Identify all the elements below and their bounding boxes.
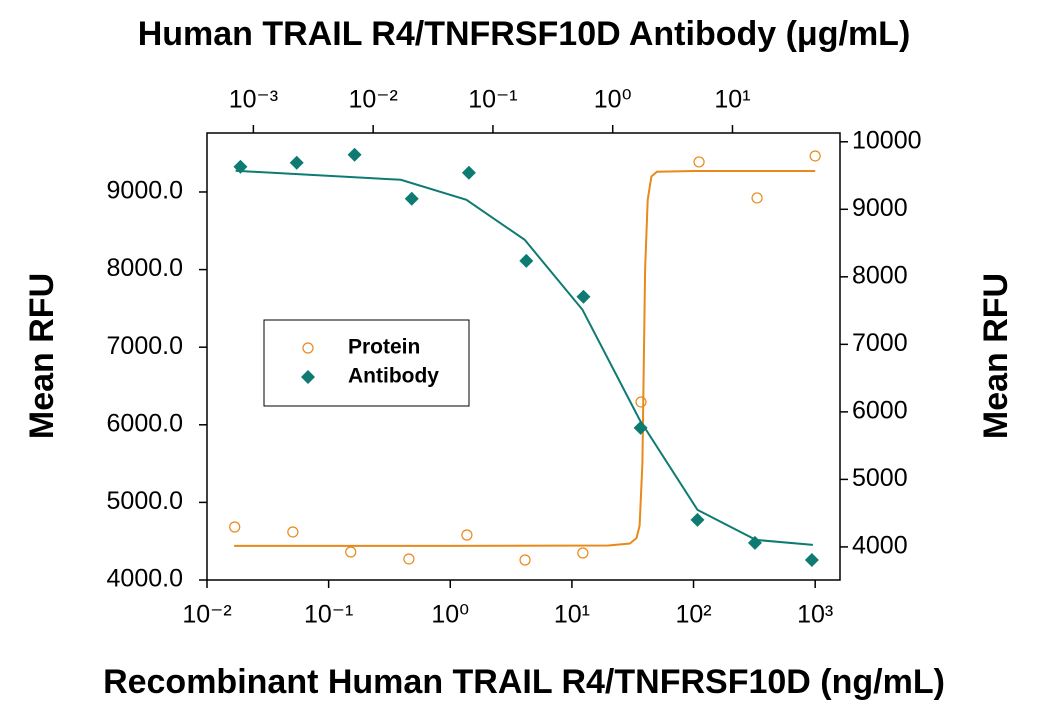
x2-tick-label: 10⁻² [348,86,397,114]
x-tick-label: 10³ [797,601,833,629]
x-tick-label: 10⁰ [431,601,469,629]
legend-marker [301,370,315,384]
antibody-point [233,159,248,174]
antibody-point [519,253,534,268]
plot-frame [206,132,841,581]
x-axis-title: Recombinant Human TRAIL R4/TNFRSF10D (ng… [103,663,945,701]
y-tick-label: 9000.0 [107,177,183,205]
antibody-point [690,512,705,527]
protein-point [809,150,821,162]
antibody-point [289,155,304,170]
legend-box [263,319,470,407]
protein-point [287,526,299,538]
protein-point [635,396,647,408]
y-tick-label: 5000.0 [107,487,183,515]
protein-point [345,546,357,558]
y2-axis-title: Mean RFU [977,273,1015,439]
y2-tick-label: 6000 [852,396,908,424]
legend-label: Protein [348,336,420,359]
x-tick-label: 10⁻² [182,601,231,629]
top-axis-title: Human TRAIL R4/TNFRSF10D Antibody (μg/mL… [138,15,911,53]
x2-tick-label: 10⁻¹ [468,86,517,114]
x-tick-label: 10¹ [554,601,590,629]
protein-point [577,547,589,559]
y-tick-label: 4000.0 [107,565,183,593]
legend-marker [302,342,314,354]
y-tick-label: 6000.0 [107,409,183,437]
y-axis-title: Mean RFU [23,273,61,439]
x2-tick-label: 10⁻³ [229,86,278,114]
x-tick-label: 10⁻¹ [304,601,353,629]
antibody-point [461,165,476,180]
protein-point [519,554,531,566]
fit-line [234,170,816,547]
protein-point [693,156,705,168]
protein-point [403,553,415,565]
x-tick-label: 10² [675,601,711,629]
legend-label: Antibody [348,365,439,388]
y-tick-label: 8000.0 [107,254,183,282]
fit-line [235,169,813,546]
y2-tick-label: 5000 [852,464,908,492]
antibody-point [347,147,362,162]
y2-tick-label: 4000 [852,532,908,560]
y2-tick-label: 9000 [852,194,908,222]
antibody-point [576,289,591,304]
protein-point [461,529,473,541]
antibody-point [633,420,648,435]
protein-point [229,521,241,533]
y-tick-label: 7000.0 [107,332,183,360]
y2-tick-label: 10000 [852,126,922,154]
antibody-point [747,535,762,550]
x2-tick-label: 10⁰ [594,86,632,114]
y2-tick-label: 7000 [852,329,908,357]
antibody-point [804,552,819,567]
antibody-point [404,191,419,206]
x2-tick-label: 10¹ [714,86,750,114]
y2-tick-label: 8000 [852,261,908,289]
protein-point [751,192,763,204]
